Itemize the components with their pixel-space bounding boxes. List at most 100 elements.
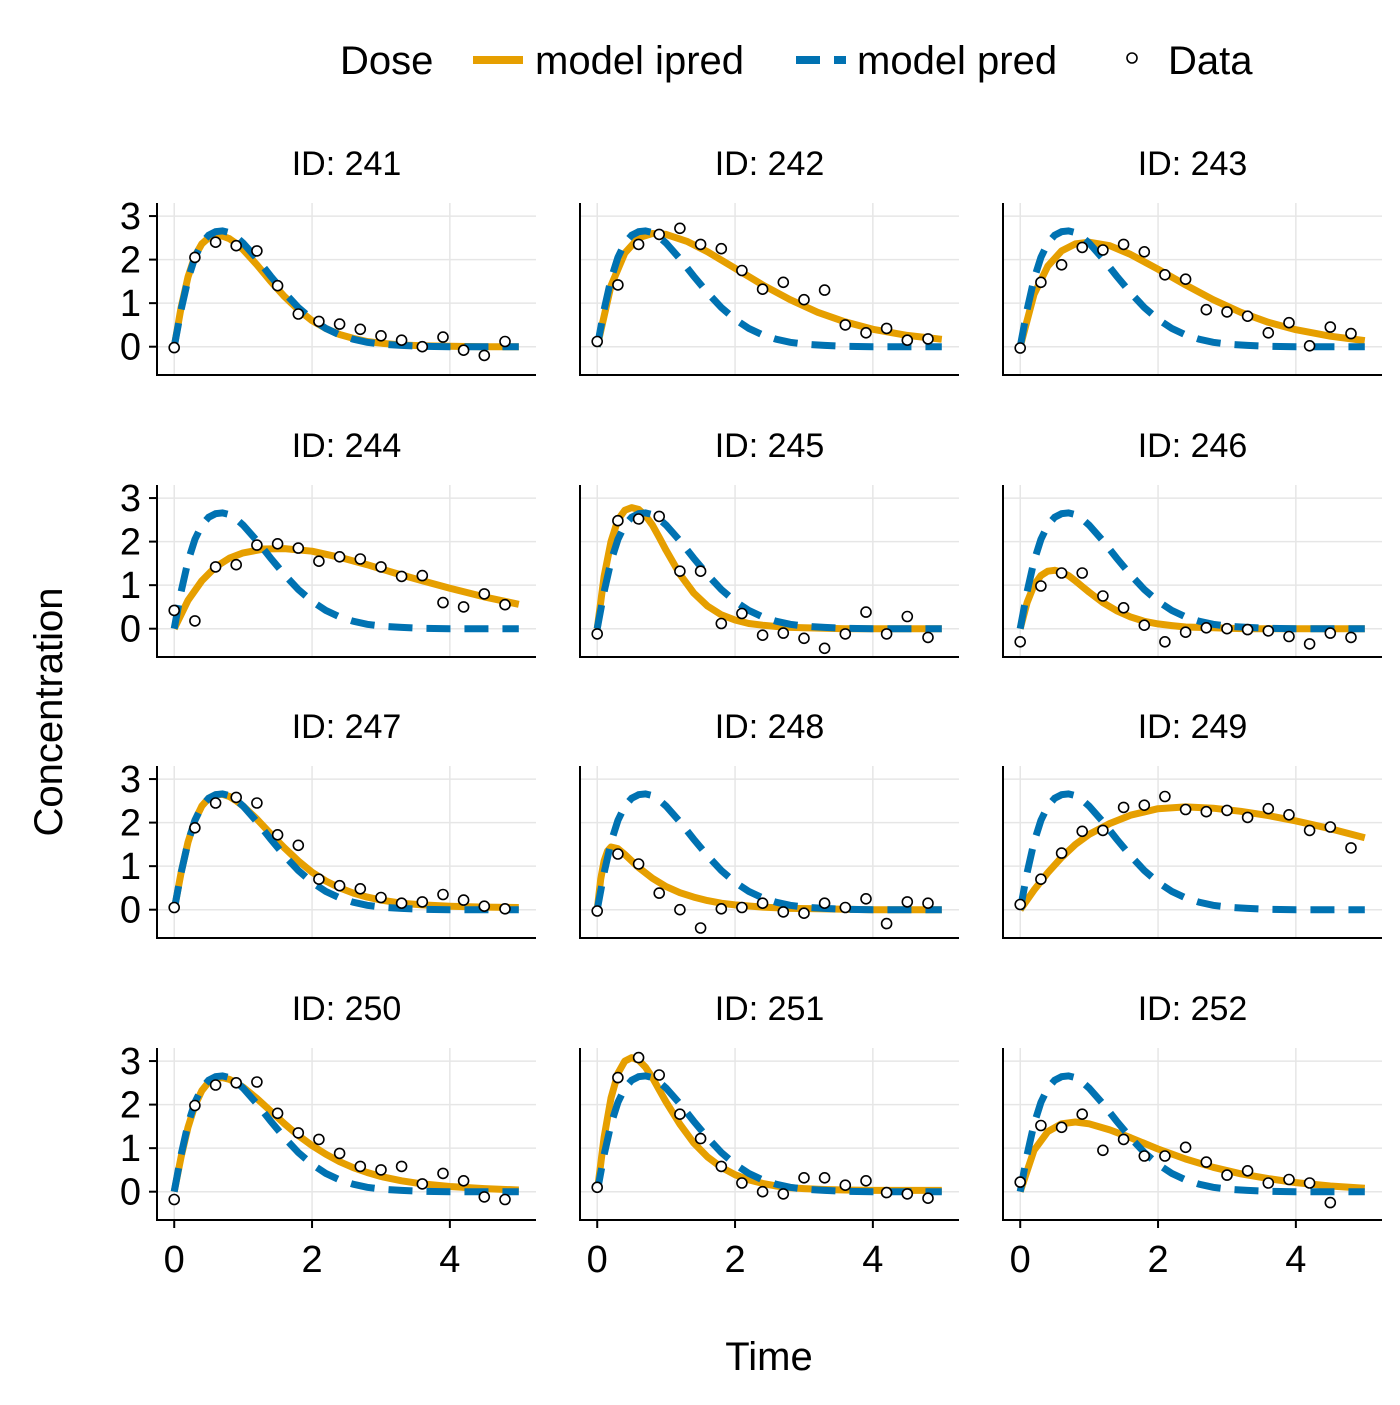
data-point: [313, 555, 325, 568]
data-point: [189, 1099, 201, 1112]
x-tick-label: 4: [1285, 1239, 1306, 1281]
data-point: [880, 917, 893, 930]
data-point: [1097, 1144, 1109, 1157]
data-point: [1283, 808, 1295, 821]
ipred-line: [171, 545, 520, 631]
data-point: [818, 897, 831, 910]
data-point: [1303, 638, 1316, 650]
data-point: [1179, 626, 1192, 639]
x-tick-label: 0: [1010, 1239, 1031, 1281]
data-point: [839, 901, 852, 914]
data-point: [612, 848, 624, 860]
data-point: [1303, 824, 1316, 837]
data-point: [922, 897, 934, 910]
data-point: [416, 896, 429, 908]
data-point: [736, 901, 748, 914]
data-point: [860, 326, 872, 339]
data-point: [354, 882, 367, 895]
data-point: [1014, 635, 1027, 648]
data-point: [818, 1172, 831, 1184]
ipred-line: [1016, 238, 1366, 348]
data-point: [591, 628, 604, 640]
data-point: [1345, 842, 1357, 854]
data-point: [168, 341, 180, 354]
data-point: [901, 610, 914, 623]
data-point: [1283, 316, 1295, 329]
data-point: [375, 561, 387, 573]
data-point: [1035, 1119, 1047, 1132]
data-point: [437, 888, 449, 901]
panel-title: ID: 244: [292, 427, 402, 465]
data-point: [591, 905, 604, 917]
ipred-line: [593, 504, 942, 633]
data-point: [1014, 898, 1027, 911]
facet-panel: ID: 242: [579, 145, 959, 376]
data-point: [612, 514, 624, 527]
gridlines: [157, 766, 536, 938]
y-tick-label: 1: [120, 565, 141, 607]
y-tick-label: 2: [120, 1085, 141, 1127]
data-point: [1055, 1121, 1068, 1134]
y-axis-label: Concentration: [27, 587, 71, 836]
data-point: [1159, 790, 1171, 803]
x-tick-label: 0: [164, 1239, 185, 1281]
data-point: [818, 642, 831, 655]
data-point: [1076, 825, 1088, 838]
data-point: [839, 319, 852, 331]
facet-panel: ID: 246: [1002, 427, 1382, 658]
data-point: [798, 907, 810, 920]
ipred-line: [593, 843, 942, 914]
panel-title: ID: 249: [1138, 708, 1248, 746]
data-point: [777, 906, 790, 918]
x-tick-label: 4: [439, 1239, 460, 1281]
data-point: [736, 264, 748, 277]
data-point: [1159, 635, 1171, 648]
data-point: [478, 900, 491, 913]
data-point: [1035, 276, 1047, 289]
data-point: [901, 1188, 914, 1200]
data-point: [189, 251, 201, 264]
data-point: [354, 323, 367, 336]
data-point: [632, 858, 645, 870]
panel-title: ID: 246: [1138, 427, 1248, 465]
data-point: [1303, 339, 1316, 352]
data-point: [694, 565, 707, 578]
data-point: [1055, 567, 1068, 579]
data-point: [499, 598, 511, 611]
data-point: [375, 329, 387, 342]
data-point: [736, 1177, 748, 1189]
facet-panel: ID: 248: [579, 708, 959, 939]
data-point: [251, 539, 263, 551]
data-point: [168, 901, 180, 914]
pred-line: [170, 790, 519, 914]
data-point: [1035, 873, 1047, 886]
data-point: [1283, 630, 1295, 643]
data-point: [457, 1175, 470, 1187]
data-point: [292, 308, 305, 320]
data-point: [756, 629, 769, 642]
data-point: [209, 797, 222, 809]
data-point: [499, 902, 511, 915]
data-point: [313, 873, 325, 886]
pred-line: [593, 1072, 942, 1196]
data-point: [313, 315, 325, 328]
data-point: [674, 903, 686, 916]
data-point: [591, 335, 604, 348]
data-point: [395, 570, 408, 583]
data-point: [653, 1069, 666, 1081]
data-point: [375, 891, 387, 904]
data-point: [251, 1076, 263, 1088]
data-point: [1345, 327, 1357, 340]
panel-title: ID: 252: [1138, 990, 1248, 1028]
data-point: [694, 922, 707, 934]
x-axis-label: Time: [725, 1335, 812, 1379]
facet-panel: ID: 252 0 2 4: [1002, 990, 1382, 1281]
data-point: [653, 887, 666, 899]
data-point: [612, 1071, 624, 1084]
data-point: [1324, 627, 1337, 639]
data-point: [395, 1160, 408, 1173]
y-tick-label: 0: [120, 1172, 141, 1214]
data-point: [416, 340, 429, 353]
data-point: [1138, 1150, 1151, 1162]
